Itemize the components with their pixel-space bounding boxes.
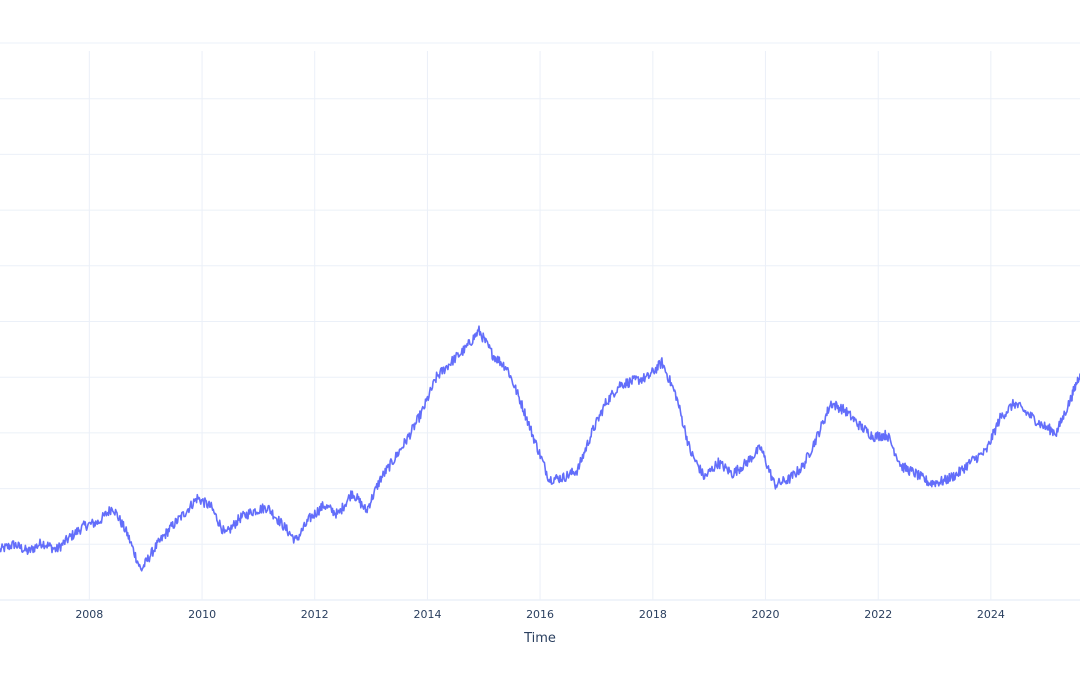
x-tick-label: 2010 bbox=[188, 608, 216, 621]
x-tick-label: 2024 bbox=[977, 608, 1005, 621]
x-axis-title: Time bbox=[523, 631, 556, 646]
x-tick-label: 2016 bbox=[526, 608, 554, 621]
x-tick-label: 2008 bbox=[75, 608, 103, 621]
x-tick-label: 2020 bbox=[751, 608, 779, 621]
x-tick-label: 2022 bbox=[864, 608, 892, 621]
x-tick-label: 2012 bbox=[301, 608, 329, 621]
x-tick-label: 2014 bbox=[413, 608, 441, 621]
series-line bbox=[0, 325, 1080, 572]
series-layer bbox=[0, 325, 1080, 572]
gridlines bbox=[0, 42, 1080, 601]
x-tick-labels: 2008 2010 2012 2014 2016 2018 2020 2022 2024 bbox=[75, 608, 1005, 621]
x-tick-label: 2018 bbox=[639, 608, 667, 621]
